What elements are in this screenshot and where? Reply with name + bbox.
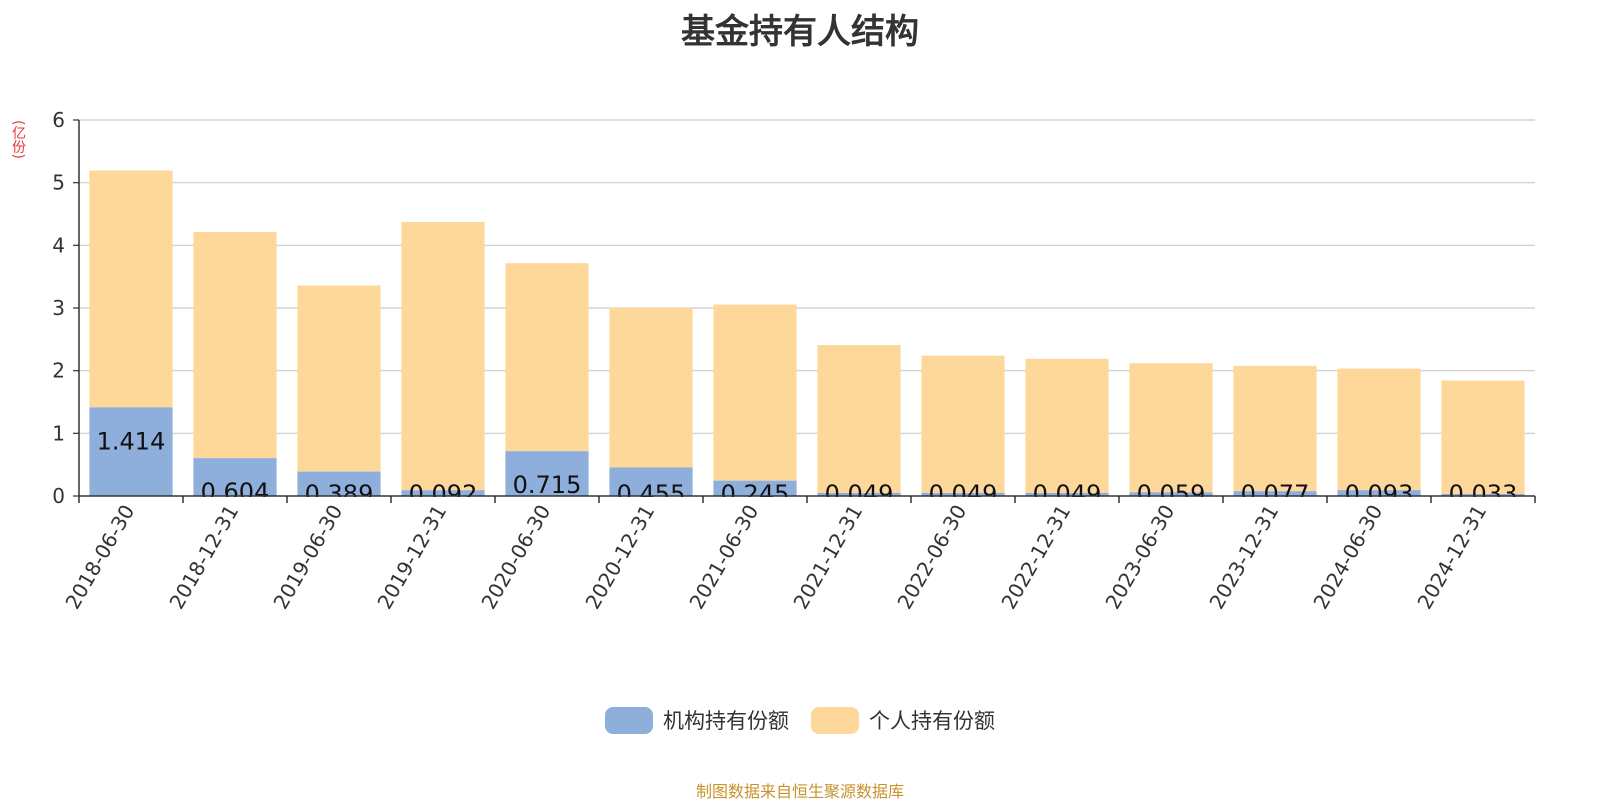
- bar-individual-2021-12-31: [817, 345, 901, 493]
- chart-title: 基金持有人结构: [681, 12, 919, 52]
- bar-individual-2020-06-30: [505, 263, 589, 452]
- legend-swatch-institution: [605, 706, 653, 734]
- bar-individual-2024-06-30: [1337, 368, 1421, 491]
- bar-institution-2020-12-31: [609, 467, 693, 496]
- bar-institution-2024-12-31: [1441, 493, 1525, 496]
- data-label-institution-2018-06-30: 1.414: [97, 427, 166, 455]
- bar-institution-2021-12-31: [817, 492, 901, 496]
- legend-swatch-individual: [811, 706, 859, 734]
- bar-institution-2022-12-31: [1025, 492, 1109, 496]
- y-axis-unit-label: (亿份): [10, 120, 26, 159]
- x-tick-label-2024-12-31: 2024-12-31: [1412, 501, 1491, 614]
- legend-label-individual: 个人持有份额: [869, 709, 995, 733]
- x-tick-label-2022-06-30: 2022-06-30: [892, 501, 971, 614]
- bar-institution-2023-06-30: [1129, 492, 1213, 496]
- bar-institution-2020-06-30: [505, 451, 589, 496]
- legend-label-institution: 机构持有份额: [663, 709, 789, 733]
- x-tick-label-2020-12-31: 2020-12-31: [580, 501, 659, 614]
- bar-individual-2019-06-30: [297, 285, 381, 472]
- bar-individual-2023-06-30: [1129, 363, 1213, 493]
- y-tick-label-6: 6: [52, 108, 65, 132]
- bar-institution-2018-12-31: [193, 458, 277, 496]
- x-tick-label-2024-06-30: 2024-06-30: [1308, 501, 1387, 614]
- x-tick-label-2023-12-31: 2023-12-31: [1204, 501, 1283, 614]
- legend: 机构持有份额 个人持有份额: [0, 705, 1600, 735]
- x-tick-label-2019-06-30: 2019-06-30: [268, 501, 347, 614]
- bar-institution-2019-06-30: [297, 471, 381, 496]
- bar-institution-2023-12-31: [1233, 491, 1317, 496]
- bar-individual-2022-12-31: [1025, 358, 1109, 493]
- bar-individual-2020-12-31: [609, 307, 693, 468]
- x-tick-label-2019-12-31: 2019-12-31: [372, 501, 451, 614]
- bar-institution-2021-06-30: [713, 480, 797, 496]
- bar-institution-2018-06-30: [89, 407, 173, 496]
- y-tick-label-4: 4: [52, 233, 65, 257]
- x-tick-label-2020-06-30: 2020-06-30: [476, 501, 555, 614]
- bar-individual-2024-12-31: [1441, 380, 1525, 494]
- x-tick-label-2021-12-31: 2021-12-31: [788, 501, 867, 614]
- legend-item-individual[interactable]: 个人持有份额: [811, 705, 995, 735]
- y-tick-label-2: 2: [52, 359, 65, 383]
- bar-individual-2022-06-30: [921, 355, 1005, 493]
- x-tick-label-2022-12-31: 2022-12-31: [996, 501, 1075, 614]
- legend-item-institution[interactable]: 机构持有份额: [605, 705, 789, 735]
- x-tick-label-2023-06-30: 2023-06-30: [1100, 501, 1179, 614]
- bar-individual-2018-06-30: [89, 170, 173, 408]
- bar-institution-2024-06-30: [1337, 490, 1421, 496]
- y-tick-label-5: 5: [52, 171, 65, 195]
- bar-institution-2022-06-30: [921, 492, 1005, 496]
- bar-individual-2019-12-31: [401, 222, 485, 491]
- x-tick-label-2018-06-30: 2018-06-30: [60, 501, 139, 614]
- bar-institution-2019-12-31: [401, 490, 485, 496]
- bar-individual-2018-12-31: [193, 231, 277, 459]
- bar-individual-2023-12-31: [1233, 365, 1317, 492]
- x-tick-label-2021-06-30: 2021-06-30: [684, 501, 763, 614]
- x-tick-label-2018-12-31: 2018-12-31: [164, 501, 243, 614]
- bar-individual-2021-06-30: [713, 304, 797, 481]
- y-tick-label-3: 3: [52, 296, 65, 320]
- y-tick-label-1: 1: [52, 421, 65, 445]
- y-tick-label-0: 0: [52, 484, 65, 508]
- data-source-note: 制图数据来自恒生聚源数据库: [695, 782, 904, 801]
- data-label-institution-2020-06-30: 0.715: [513, 471, 582, 499]
